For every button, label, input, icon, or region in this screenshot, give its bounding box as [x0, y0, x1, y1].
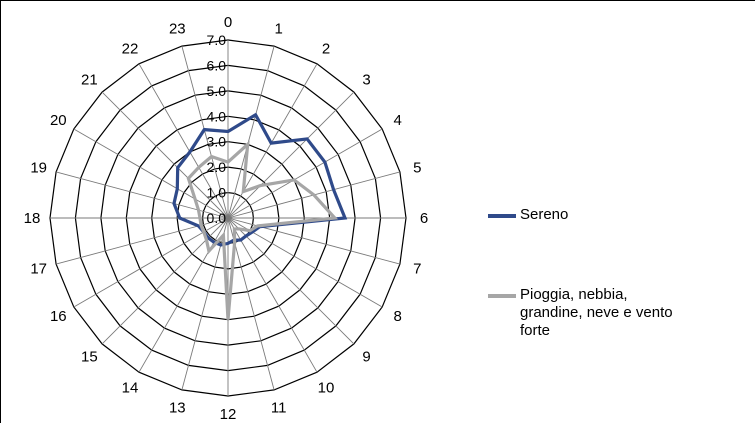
series-line-pioggia: [186, 140, 339, 320]
grid-spoke-9: [227, 217, 355, 345]
category-label-22: 22: [122, 40, 139, 57]
category-label-23: 23: [169, 21, 186, 38]
legend-swatch-pioggia: [488, 294, 516, 298]
legend-item-sereno: Sereno: [488, 206, 750, 224]
category-label-4: 4: [394, 112, 402, 129]
category-label-13: 13: [169, 399, 186, 416]
radial-tick-label: 2.0: [207, 159, 227, 175]
category-label-6: 6: [420, 210, 428, 227]
grid-spoke-10: [227, 217, 318, 373]
grid-spoke-19: [55, 171, 229, 219]
category-label-16: 16: [50, 308, 67, 325]
legend-label-sereno: Sereno: [520, 206, 569, 223]
radial-tick-label: 7.0: [207, 32, 227, 48]
radial-tick-label: 5.0: [207, 83, 227, 99]
radar-chart: 0.01.02.03.04.05.06.07.00 123456789101112…: [24, 14, 429, 423]
category-label-19: 19: [30, 159, 47, 176]
category-label-12: 12: [220, 406, 237, 423]
category-label-3: 3: [362, 71, 370, 88]
radial-tick-label: 4.0: [207, 108, 227, 124]
grid-spoke-16: [73, 217, 229, 308]
grid-spoke-23: [181, 45, 229, 219]
category-label-1: 1: [275, 21, 283, 38]
category-label-18: 18: [24, 210, 41, 227]
series-line-sereno: [172, 112, 348, 247]
grid-spoke-21: [101, 91, 229, 219]
category-label-8: 8: [394, 308, 402, 325]
grid-spoke-14: [138, 217, 229, 373]
category-label-14: 14: [122, 380, 139, 397]
category-label-7: 7: [413, 261, 421, 278]
grid-spoke-7: [227, 217, 401, 265]
radial-tick-label: 1.0: [207, 185, 227, 201]
category-label-20: 20: [50, 112, 67, 129]
legend-swatch-sereno: [488, 214, 516, 218]
grid-spoke-13: [181, 217, 229, 391]
category-label-2: 2: [322, 40, 330, 57]
grid-spoke-4: [227, 128, 383, 219]
legend-label-pioggia: Pioggia, nebbia, grandine, neve e vento …: [520, 286, 673, 339]
grid-spoke-20: [73, 128, 229, 219]
radial-tick-label: 6.0: [207, 57, 227, 73]
radial-tick-label: 0.0: [207, 210, 227, 226]
category-label-21: 21: [81, 71, 98, 88]
category-label-10: 10: [318, 380, 335, 397]
category-label-0: 0: [224, 14, 232, 31]
category-label-17: 17: [30, 261, 47, 278]
radial-tick-label: 3.0: [207, 134, 227, 150]
category-label-11: 11: [271, 399, 287, 416]
category-label-15: 15: [81, 349, 98, 366]
grid-spoke-1: [227, 45, 275, 219]
legend-item-pioggia: Pioggia, nebbia, grandine, neve e vento …: [488, 286, 750, 340]
category-label-5: 5: [413, 159, 421, 176]
grid-spoke-22: [138, 63, 229, 219]
grid-spoke-3: [227, 91, 355, 219]
category-label-9: 9: [362, 349, 370, 366]
